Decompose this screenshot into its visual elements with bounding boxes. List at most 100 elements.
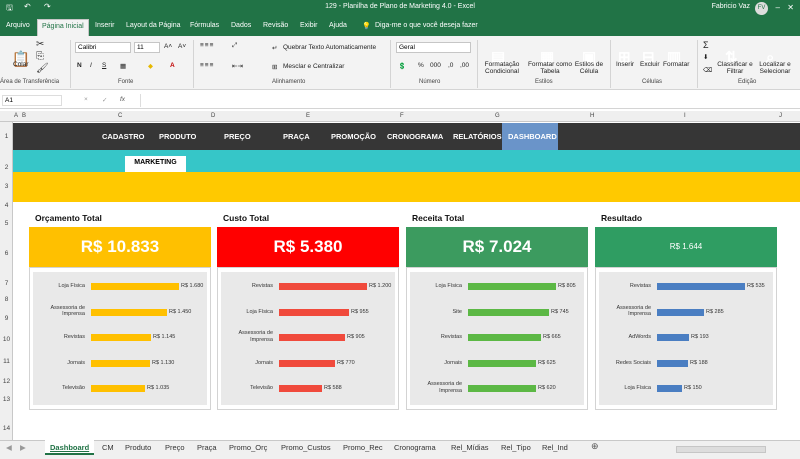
shrink-font-icon[interactable]: A˅ <box>178 43 187 50</box>
wrap-text-icon[interactable]: ↵ <box>272 45 278 52</box>
sheet-tab[interactable]: Promo_Custos <box>281 443 331 452</box>
format-table-icon[interactable]: ▦ <box>540 49 555 66</box>
tell-me-box[interactable]: Diga-me o que você deseja fazer <box>375 22 478 29</box>
sheet-tab[interactable]: Rel_Ind <box>542 443 568 452</box>
find-select-button[interactable]: Localizar e Selecionar <box>759 61 791 75</box>
format-painter-icon[interactable]: 🖌 <box>36 63 49 74</box>
row-header[interactable]: 2 <box>4 164 9 171</box>
search-icon[interactable]: ⌕ <box>766 49 775 66</box>
tab-ajuda[interactable]: Ajuda <box>329 22 347 29</box>
format-table-button[interactable]: Formatar como Tabela <box>527 61 573 75</box>
conditional-format-icon[interactable]: ▤ <box>491 49 506 66</box>
row-header[interactable]: 11 <box>3 358 10 365</box>
orientation-icon[interactable]: ⤢ <box>232 42 238 49</box>
bold-button[interactable]: N <box>77 62 82 69</box>
insert-button[interactable]: Inserir <box>616 61 635 68</box>
row-header[interactable]: 13 <box>2 396 11 403</box>
currency-icon[interactable]: 💲 <box>398 63 407 70</box>
col-header[interactable]: J <box>779 113 782 119</box>
col-header[interactable]: C <box>118 113 123 119</box>
row-header[interactable]: 8 <box>4 296 9 303</box>
fill-icon[interactable]: ⬇ <box>703 54 709 61</box>
name-box[interactable]: A1 <box>2 95 62 106</box>
font-color-icon[interactable]: A <box>170 62 175 69</box>
sheet-tab[interactable]: Promo_Rec <box>343 443 383 452</box>
nav-promocao[interactable]: PROMOÇÃO <box>331 132 376 141</box>
cell-styles-icon[interactable]: ▣ <box>582 49 597 66</box>
cell-styles-button[interactable]: Estilos de Célula <box>574 61 604 75</box>
comma-style-icon[interactable]: 000 <box>430 62 441 69</box>
tab-scroll-left-icon[interactable]: ◀ <box>6 443 12 452</box>
undo-icon[interactable]: ↶ <box>24 2 31 11</box>
col-header[interactable]: G <box>495 113 500 119</box>
delete-button[interactable]: Excluir <box>640 61 660 68</box>
sheet-tab[interactable]: Praça <box>197 443 217 452</box>
enter-icon[interactable]: ✓ <box>102 97 108 104</box>
col-header[interactable]: B <box>22 113 27 119</box>
avatar[interactable]: FV <box>755 2 768 15</box>
row-header[interactable]: 12 <box>2 378 11 385</box>
close-icon[interactable]: ✕ <box>787 3 794 12</box>
format-button[interactable]: Formatar <box>663 61 690 68</box>
format-cells-icon[interactable]: ▥ <box>667 49 682 66</box>
tab-scroll-right-icon[interactable]: ▶ <box>20 443 26 452</box>
copy-icon[interactable]: ⎘ <box>36 51 44 62</box>
indent-icon[interactable]: ⇤⇥ <box>232 63 243 70</box>
sort-filter-icon[interactable]: ⇅ <box>725 49 738 66</box>
nav-dashboard[interactable]: DASHBOARD <box>508 132 557 141</box>
nav-cronograma[interactable]: CRONOGRAMA <box>387 132 444 141</box>
row-header[interactable]: 9 <box>4 315 9 322</box>
cancel-icon[interactable]: × <box>84 96 88 103</box>
row-header[interactable]: 6 <box>4 250 9 257</box>
row-header[interactable]: 7 <box>4 280 9 287</box>
col-header[interactable]: I <box>684 113 686 119</box>
nav-preco[interactable]: PREÇO <box>224 132 251 141</box>
clear-icon[interactable]: ⌫ <box>703 67 713 74</box>
col-header[interactable]: D <box>211 113 216 119</box>
tab-exibir[interactable]: Exibir <box>300 22 318 29</box>
sort-filter-button[interactable]: Classificar e Filtrar <box>717 61 753 75</box>
tab-arquivo[interactable]: Arquivo <box>6 22 30 29</box>
fill-color-icon[interactable]: ◆ <box>148 63 153 70</box>
align-left-icon[interactable]: ≡≡≡ <box>200 62 215 69</box>
merge-center-button[interactable]: Mesclar e Centralizar <box>283 63 345 70</box>
fx-icon[interactable]: fx <box>120 96 126 103</box>
autosum-icon[interactable]: Σ <box>703 40 709 50</box>
sheet-tab[interactable]: Rel_Tipo <box>501 443 531 452</box>
align-top-icon[interactable]: ≡≡≡ <box>200 42 215 49</box>
col-header[interactable]: H <box>590 113 595 119</box>
underline-button[interactable]: S <box>102 62 107 69</box>
row-header[interactable]: 10 <box>2 336 11 343</box>
tab-layout[interactable]: Layout da Página <box>126 22 181 29</box>
sheet-tab[interactable]: Cronograma <box>394 443 436 452</box>
delete-cells-icon[interactable]: ⊟ <box>642 49 655 66</box>
italic-button[interactable]: I <box>90 62 92 69</box>
sheet-tab[interactable]: Promo_Orç <box>229 443 268 452</box>
conditional-format-button[interactable]: Formatação Condicional <box>484 61 520 75</box>
sheet-tab[interactable]: CM <box>102 443 114 452</box>
row-header[interactable]: 4 <box>4 202 9 209</box>
nav-praca[interactable]: PRAÇA <box>283 132 310 141</box>
row-header[interactable]: 5 <box>4 220 9 227</box>
percent-icon[interactable]: % <box>418 62 424 69</box>
wrap-text-button[interactable]: Quebrar Texto Automaticamente <box>283 44 377 51</box>
save-icon[interactable]: 🖫 <box>6 3 13 12</box>
borders-icon[interactable]: ▦ <box>120 63 127 70</box>
horizontal-scrollbar[interactable] <box>676 446 766 453</box>
tab-revisao[interactable]: Revisão <box>263 22 289 29</box>
row-header[interactable]: 14 <box>2 425 11 432</box>
row-header[interactable]: 3 <box>4 183 9 190</box>
row-header[interactable]: 1 <box>4 133 9 140</box>
add-sheet-icon[interactable]: ⊕ <box>591 441 599 451</box>
nav-cadastro[interactable]: CADASTRO <box>102 132 145 141</box>
decrease-decimal-icon[interactable]: ,00 <box>460 62 470 69</box>
merge-icon[interactable]: ⊞ <box>272 64 278 71</box>
sheet-tab-dashboard[interactable]: Dashboard <box>45 440 95 455</box>
increase-decimal-icon[interactable]: ,0 <box>448 62 454 69</box>
cut-icon[interactable]: ✂ <box>36 39 45 50</box>
marketing-button[interactable]: MARKETING <box>125 156 186 172</box>
col-header[interactable]: E <box>306 113 311 119</box>
tab-dados[interactable]: Dados <box>231 22 252 29</box>
minimize-icon[interactable]: – <box>775 3 780 12</box>
formula-input[interactable] <box>140 94 796 107</box>
